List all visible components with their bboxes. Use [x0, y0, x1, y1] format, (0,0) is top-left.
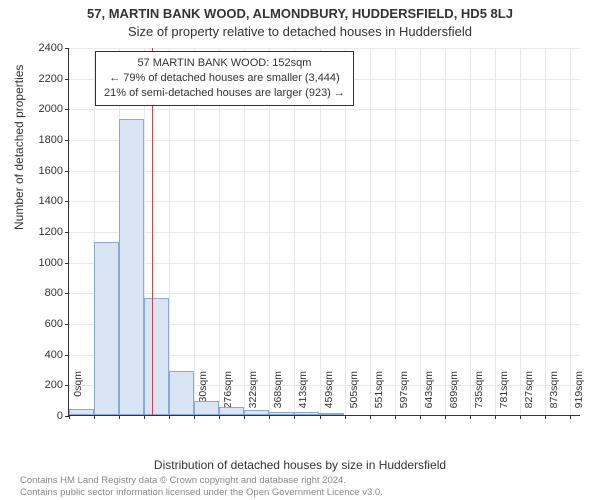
histogram-bar: [319, 413, 344, 415]
info-box: 57 MARTIN BANK WOOD: 152sqm ← 79% of det…: [95, 51, 354, 106]
x-tick-mark: [420, 415, 421, 419]
gridline-v: [470, 48, 471, 415]
x-axis-label: Distribution of detached houses by size …: [0, 458, 600, 472]
x-tick-mark: [94, 415, 95, 419]
x-tick-label: 735sqm: [473, 371, 485, 421]
x-tick-mark: [69, 415, 70, 419]
y-tick-label: 1000: [39, 257, 69, 269]
histogram-bar: [219, 407, 244, 415]
gridline-v: [520, 48, 521, 415]
gridline-v: [495, 48, 496, 415]
y-tick-label: 2400: [39, 42, 69, 54]
gridline-h: [69, 293, 580, 294]
x-tick-label: 781sqm: [498, 371, 510, 421]
y-tick-label: 1800: [39, 134, 69, 146]
x-tick-mark: [545, 415, 546, 419]
x-tick-mark: [119, 415, 120, 419]
x-tick-mark: [495, 415, 496, 419]
histogram-bar: [269, 412, 294, 415]
footer-copyright-1: Contains HM Land Registry data © Crown c…: [20, 475, 346, 486]
x-tick-label: 551sqm: [373, 371, 385, 421]
page-title: 57, MARTIN BANK WOOD, ALMONDBURY, HUDDER…: [0, 0, 600, 21]
x-tick-label: 827sqm: [523, 371, 535, 421]
x-tick-mark: [320, 415, 321, 419]
y-tick-label: 200: [45, 379, 69, 391]
y-tick-label: 1400: [39, 195, 69, 207]
histogram-bar: [94, 242, 119, 415]
x-tick-label: 505sqm: [348, 371, 360, 421]
gridline-h: [69, 109, 580, 110]
info-line-3: 21% of semi-detached houses are larger (…: [104, 86, 345, 101]
gridline-h: [69, 140, 580, 141]
histogram-bar: [194, 401, 219, 415]
x-tick-mark: [370, 415, 371, 419]
x-tick-mark: [520, 415, 521, 419]
gridline-h: [69, 232, 580, 233]
page-subtitle: Size of property relative to detached ho…: [0, 24, 600, 39]
x-tick-mark: [269, 415, 270, 419]
histogram-bar: [294, 412, 319, 415]
histogram-chart: 0200400600800100012001400160018002000220…: [68, 48, 580, 416]
histogram-bar: [69, 409, 94, 415]
info-line-2: ← 79% of detached houses are smaller (3,…: [104, 71, 345, 86]
gridline-h: [69, 201, 580, 202]
y-tick-label: 1600: [39, 165, 69, 177]
x-tick-mark: [294, 415, 295, 419]
gridline-h: [69, 48, 580, 49]
x-tick-label: 873sqm: [548, 371, 560, 421]
x-tick-mark: [570, 415, 571, 419]
y-tick-label: 800: [45, 287, 69, 299]
x-tick-mark: [144, 415, 145, 419]
gridline-h: [69, 171, 580, 172]
footer-copyright-2: Contains public sector information licen…: [20, 487, 383, 498]
y-tick-label: 400: [45, 349, 69, 361]
x-tick-mark: [395, 415, 396, 419]
gridline-v: [445, 48, 446, 415]
x-tick-mark: [194, 415, 195, 419]
info-line-1: 57 MARTIN BANK WOOD: 152sqm: [104, 56, 345, 71]
y-axis-label: Number of detached properties: [12, 65, 26, 230]
y-tick-label: 2200: [39, 73, 69, 85]
histogram-bar: [169, 371, 194, 415]
histogram-bar: [144, 298, 169, 415]
histogram-bar: [244, 410, 269, 415]
x-tick-mark: [169, 415, 170, 419]
y-tick-label: 0: [57, 410, 69, 422]
gridline-v: [545, 48, 546, 415]
y-tick-label: 1200: [39, 226, 69, 238]
gridline-v: [570, 48, 571, 415]
x-tick-label: 919sqm: [573, 371, 585, 421]
histogram-bar: [119, 119, 144, 415]
x-tick-label: 597sqm: [398, 371, 410, 421]
x-tick-mark: [345, 415, 346, 419]
gridline-v: [395, 48, 396, 415]
y-tick-label: 600: [45, 318, 69, 330]
x-tick-mark: [219, 415, 220, 419]
gridline-v: [370, 48, 371, 415]
x-tick-label: 643sqm: [423, 371, 435, 421]
y-tick-label: 2000: [39, 103, 69, 115]
x-tick-label: 689sqm: [448, 371, 460, 421]
gridline-v: [420, 48, 421, 415]
x-tick-mark: [244, 415, 245, 419]
x-tick-mark: [470, 415, 471, 419]
gridline-h: [69, 263, 580, 264]
x-tick-mark: [445, 415, 446, 419]
